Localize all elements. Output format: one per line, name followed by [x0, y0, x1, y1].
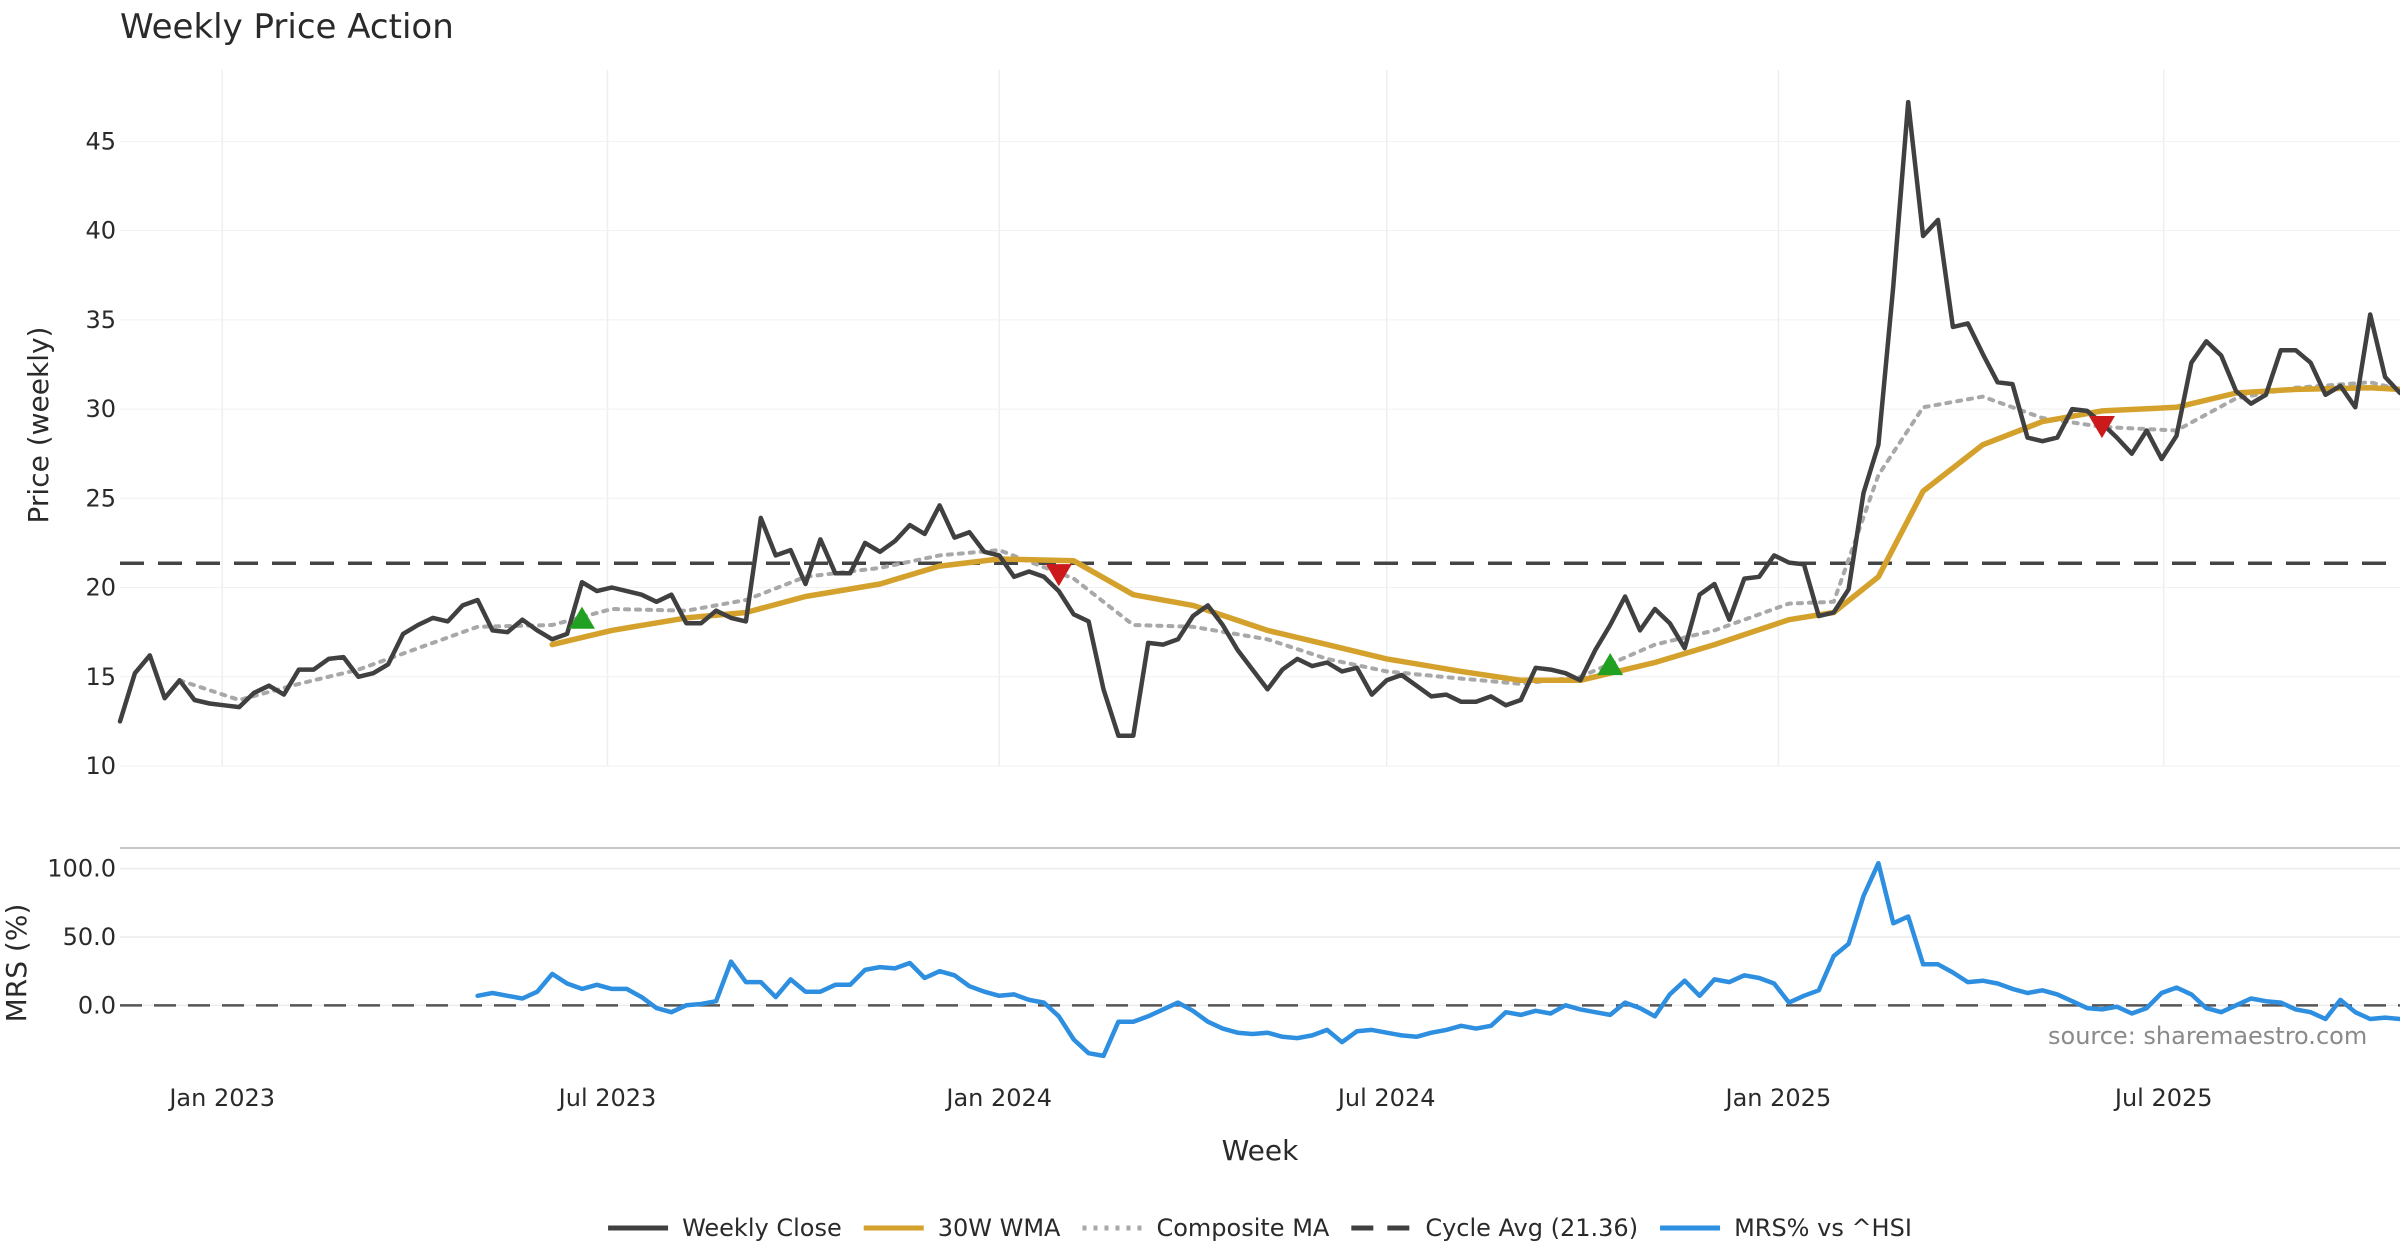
price-y-tick-label: 15 [85, 663, 116, 691]
price-y-tick-label: 25 [85, 484, 116, 512]
x-tick-label: Jul 2023 [557, 1084, 657, 1112]
price-y-tick-label: 10 [85, 752, 116, 780]
signal-markers [568, 416, 2115, 676]
x-tick-label: Jul 2024 [1336, 1084, 1436, 1112]
price-y-axis-ticks: 10 15 20 25 30 35 40 45 [85, 127, 116, 780]
price-y-tick-label: 40 [85, 217, 116, 245]
legend-label: Cycle Avg (21.36) [1425, 1214, 1638, 1242]
mrs-y-tick-label: 0.0 [78, 991, 116, 1019]
chart-legend: Weekly Close 30W WMA Composite MA Cycle Avg… [608, 1214, 1912, 1242]
series-composite-ma [177, 380, 2400, 702]
price-series-group [117, 99, 2400, 738]
legend-label: Weekly Close [682, 1214, 842, 1242]
mrs-y-tick-label: 50.0 [63, 923, 116, 951]
x-tick-label: Jan 2024 [944, 1084, 1052, 1112]
legend-label: 30W WMA [938, 1214, 1061, 1242]
mrs-y-axis-ticks: 0.0 50.0 100.0 [47, 855, 116, 1020]
sell-signal-marker [1045, 564, 1072, 587]
x-axis-label: Week [1222, 1134, 1299, 1167]
source-note: source: sharemaestro.com [2048, 1022, 2367, 1050]
buy-signal-marker [568, 606, 595, 629]
mrs-panel-grid [120, 867, 2400, 1007]
mrs-y-axis-label: MRS (%) [0, 904, 33, 1023]
mrs-series-group [475, 860, 2400, 1059]
x-tick-label: Jan 2025 [1724, 1084, 1832, 1112]
mrs-y-tick-label: 100.0 [47, 855, 116, 883]
series-mrs-vs-hsi [475, 860, 2400, 1059]
x-axis-ticks: Jan 2023 Jul 2023 Jan 2024 Jul 2024 Jan 2025… [167, 1084, 2212, 1112]
price-y-tick-label: 45 [85, 127, 116, 155]
price-y-tick-label: 35 [85, 306, 116, 334]
price-panel-grid [120, 70, 2400, 767]
price-y-tick-label: 20 [85, 574, 116, 602]
price-y-tick-label: 30 [85, 395, 116, 423]
series-weekly-close [117, 99, 2400, 738]
series-30w-wma [549, 384, 2400, 684]
legend-label: Composite MA [1156, 1214, 1329, 1242]
price-y-axis-label: Price (weekly) [22, 327, 55, 524]
sell-signal-marker [2088, 416, 2115, 439]
chart-title: Weekly Price Action [120, 7, 454, 47]
legend-label: MRS% vs ^HSI [1734, 1214, 1912, 1242]
x-tick-label: Jul 2025 [2113, 1084, 2213, 1112]
x-tick-label: Jan 2023 [167, 1084, 275, 1112]
buy-signal-marker [1597, 653, 1624, 676]
